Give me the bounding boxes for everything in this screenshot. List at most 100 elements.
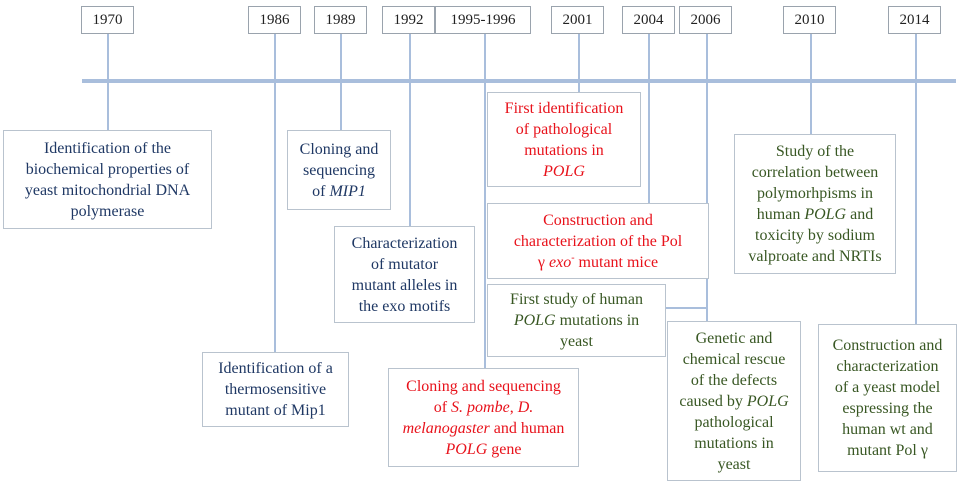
event-2004-line: characterization of the Pol [513,232,683,250]
event-1970: Identification of the biochemical proper… [3,130,212,229]
event-2006b-line: pathological [694,413,774,431]
connector-1995 [484,34,486,368]
connector-2004 [648,34,650,203]
event-2001-line: POLG [505,161,624,182]
event-2006b-line: caused by POLG [679,391,788,412]
event-2014-line: of a yeast model [834,379,941,396]
connector-2006-branch [666,307,707,309]
event-2001-line: of pathological [515,120,613,138]
event-2006b-line: Genetic and [695,329,773,347]
connector-1989 [340,34,342,130]
event-2006a-line: POLG mutations in [510,310,643,331]
species-name: S. pombe [451,398,510,416]
species-name: melanogaster [402,419,490,437]
superscript-minus: - [571,252,575,264]
year-1989: 1989 [314,6,367,34]
event-2014-line: mutant Pol γ [847,442,928,459]
event-1986-line: Identification of a [218,360,333,377]
event-1995-text: , [509,398,518,416]
event-2014-line: human wt and [842,421,933,438]
year-1995-1996: 1995-1996 [435,6,531,34]
connector-1986 [274,34,276,352]
event-1995-line: of S. pombe, D. [403,397,565,418]
event-1992: Characterization of mutator mutant allel… [334,226,475,323]
event-2001-line: First identification [504,99,624,117]
event-2006b-line: chemical rescue [682,350,786,368]
event-1970-line: biochemical properties of [25,160,190,178]
event-1986: Identification of a thermosensitive muta… [202,352,349,427]
event-2014-line: espressing the [842,400,933,417]
connector-2014 [915,34,917,324]
gene-name: POLG [445,440,488,458]
event-2004-text: mutant mice [574,253,659,271]
event-2010-line: correlation between [751,164,879,181]
event-1992-line: the exo motifs [358,297,451,315]
event-1970-line: yeast mitochondrial DNA [24,181,191,199]
event-2010-text: and [846,206,874,223]
connector-1970 [107,34,109,130]
year-2010: 2010 [783,6,836,34]
year-1986: 1986 [248,6,301,34]
event-1970-line: polymerase [70,202,145,220]
species-name: D. [517,398,534,416]
event-2006b-line: mutations in [694,434,774,452]
connector-2006 [706,34,708,321]
event-1995-line: Cloning and sequencing [406,377,561,395]
event-1989-line: of MIP1 [300,181,379,202]
year-1992: 1992 [382,6,435,34]
gene-name: POLG [513,312,556,329]
event-1992-line: mutant alleles in [351,276,458,294]
event-2004-text: γ [537,253,549,271]
event-1995-line: POLG gene [403,439,565,460]
event-1992-line: of mutator [370,255,439,273]
event-2010-line: polymorhpisms in [756,185,873,202]
event-1986-line: mutant of Mip1 [225,402,326,419]
event-1995-text: of [433,398,452,416]
timeline-axis [82,79,956,83]
event-1995-line: melanogaster and human [403,418,565,439]
year-2001: 2001 [551,6,604,34]
event-1986-line: thermosensitive [224,381,327,398]
event-2006b-text: caused by [679,392,747,410]
event-2006a-line: yeast [560,333,593,350]
event-1995-1996: Cloning and sequencing of S. pombe, D. m… [388,368,579,467]
event-1995-text: and human [489,419,565,437]
event-2001: First identification of pathological mut… [487,92,641,187]
event-2006b-line: of the defects [690,371,778,389]
event-2014: Construction and characterization of a y… [818,324,957,472]
event-2010-line: valproate and NRTIs [748,248,882,265]
event-2004-line: γ exo- mutant mice [514,252,682,273]
event-2006a-line: First study of human [510,291,643,308]
event-1989: Cloning and sequencing of MIP1 [287,130,391,210]
event-2006a-text: mutations in [555,312,640,329]
event-2014-line: Construction and [832,337,943,354]
connector-1992 [409,34,411,226]
event-2006-first-study: First study of human POLG mutations in y… [487,284,666,357]
event-2014-line: characterization [836,358,939,375]
gene-name: POLG [746,392,789,410]
event-2004: Construction and characterization of the… [487,203,709,279]
event-1989-line: sequencing [303,161,375,179]
event-2006b-line: yeast [717,455,751,473]
year-2004: 2004 [622,6,675,34]
year-1970: 1970 [81,6,134,34]
gene-name: POLG [543,162,585,180]
event-1989-text: of [312,182,330,200]
event-2006-chemical-rescue: Genetic and chemical rescue of the defec… [667,321,801,481]
exo-label: exo [549,253,572,271]
event-1992-line: Characterization [351,234,458,252]
event-2010-line: toxicity by sodium [755,227,875,244]
event-2010: Study of the correlation between polymor… [734,134,896,274]
year-2014: 2014 [888,6,941,34]
event-2001-line: mutations in [524,141,604,159]
event-1970-line: Identification of the [43,139,172,157]
event-2004-line: Construction and [543,211,653,229]
connector-2001 [578,34,580,92]
gene-name: MIP1 [329,182,366,200]
event-1995-text: gene [487,440,522,458]
connector-2010 [810,34,812,141]
event-1989-line: Cloning and [299,140,379,158]
event-2010-line: Study of the [775,143,855,160]
year-2006: 2006 [679,6,732,34]
event-2010-line: human POLG and [748,204,881,225]
